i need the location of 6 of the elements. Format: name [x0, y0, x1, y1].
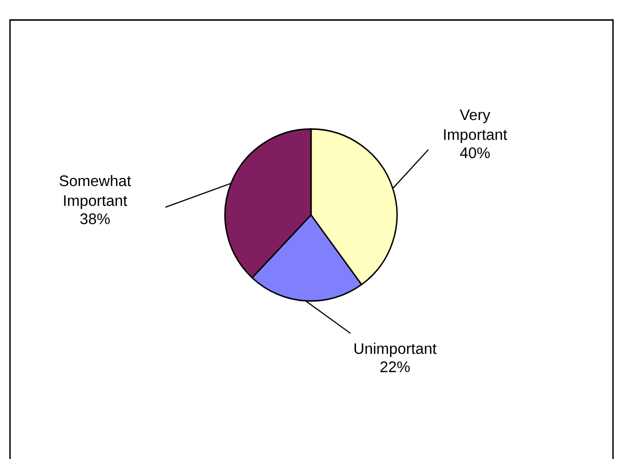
data-label: 40% [460, 147, 490, 158]
data-label: 22% [380, 361, 410, 372]
slice-label: Unimportant [354, 342, 436, 357]
data-label: 38% [80, 213, 110, 224]
legend-label: Somewhat Important [60, 174, 131, 209]
slice-label: Very Important [444, 110, 508, 143]
